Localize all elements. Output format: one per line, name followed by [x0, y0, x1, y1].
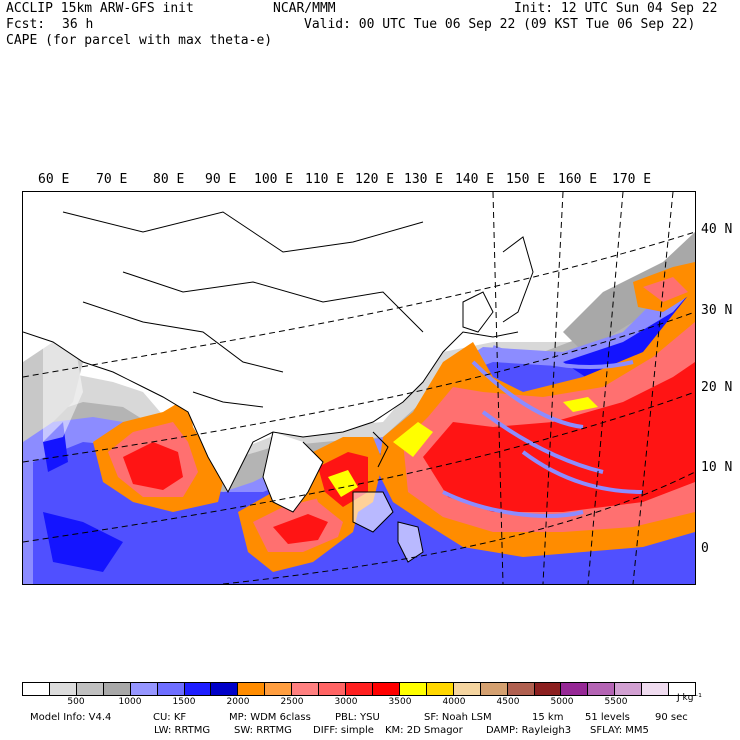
colorbar-swatch	[507, 683, 535, 695]
colorbar-swatch	[130, 683, 158, 695]
colorbar-label: 3500	[388, 697, 412, 707]
km-scheme: KM: 2D Smagor	[385, 725, 463, 736]
map-panel	[22, 191, 696, 585]
colorbar-swatch	[292, 683, 320, 695]
resolution: 15 km	[532, 712, 564, 723]
cape-map	[23, 192, 695, 584]
mp-scheme: MP: WDM 6class	[229, 712, 311, 723]
coastlines	[23, 211, 534, 563]
lon-label: 150 E	[506, 172, 546, 187]
levels: 51 levels	[585, 712, 630, 723]
swirl-bands	[442, 345, 644, 518]
lat-label: 10 N	[701, 460, 733, 475]
graticule	[23, 192, 695, 584]
colorbar-label: 5000	[550, 697, 574, 707]
damp-scheme: DAMP: Rayleigh3	[486, 725, 572, 736]
colorbar-swatch	[184, 683, 212, 695]
colorbar-swatch	[534, 683, 562, 695]
colorbar-swatch	[372, 683, 400, 695]
colorbar-swatch	[49, 683, 77, 695]
colorbar-swatch	[103, 683, 131, 695]
lw-scheme: LW: RRTMG	[154, 725, 211, 736]
lon-label: 170 E	[612, 172, 652, 187]
lon-label: 90 E	[205, 172, 237, 187]
colorbar-swatch	[157, 683, 185, 695]
colorbar-label: 4000	[442, 697, 466, 707]
colorbar-swatch	[669, 683, 696, 695]
colorbar-swatch	[588, 683, 616, 695]
units-label: J kg⁻¹	[677, 693, 702, 703]
colorbar-swatch	[453, 683, 481, 695]
colorbar-swatch	[238, 683, 266, 695]
colorbar-label: 2500	[280, 697, 304, 707]
init-time: Init: 12 UTC Sun 04 Sep 22	[514, 1, 718, 16]
colorbar-label: 1500	[172, 697, 196, 707]
center-label: NCAR/MMM	[273, 1, 336, 16]
lat-label: 0	[701, 541, 709, 556]
colorbar-swatch	[480, 683, 508, 695]
colorbar-label: 3000	[334, 697, 358, 707]
sw-scheme: SW: RRTMG	[234, 725, 292, 736]
colorbar-swatch	[319, 683, 347, 695]
colorbar-label: 500	[67, 697, 85, 707]
colorbar-label: 5500	[604, 697, 628, 707]
lon-label: 100 E	[254, 172, 294, 187]
lon-label: 120 E	[355, 172, 395, 187]
field-name: CAPE (for parcel with max theta-e)	[6, 33, 273, 48]
lon-label: 70 E	[96, 172, 128, 187]
lon-label: 130 E	[404, 172, 444, 187]
timestep: 90 sec	[655, 712, 688, 723]
colorbar-swatch	[399, 683, 427, 695]
fcst-label: Fcst:	[6, 17, 46, 32]
lat-label: 20 N	[701, 380, 733, 395]
cu-scheme: CU: KF	[153, 712, 187, 723]
lat-label: 30 N	[701, 303, 733, 318]
colorbar-swatch	[265, 683, 293, 695]
diff-scheme: DIFF: simple	[313, 725, 374, 736]
valid-time: Valid: 00 UTC Tue 06 Sep 22 (09 KST Tue …	[304, 17, 696, 32]
lat-label: 40 N	[701, 222, 733, 237]
lon-label: 60 E	[38, 172, 70, 187]
colorbar-swatch	[76, 683, 104, 695]
model-info: Model Info: V4.4	[30, 712, 112, 723]
colorbar-swatch	[642, 683, 670, 695]
colorbar-label: 2000	[226, 697, 250, 707]
colorbar-label: 4500	[496, 697, 520, 707]
colorbar-swatch	[426, 683, 454, 695]
colorbar-swatch	[211, 683, 239, 695]
lon-label: 110 E	[305, 172, 345, 187]
colorbar-swatch	[346, 683, 373, 695]
sflay-scheme: SFLAY: MM5	[590, 725, 649, 736]
pbl-scheme: PBL: YSU	[335, 712, 380, 723]
colorbar-swatch	[615, 683, 643, 695]
model-title: ACCLIP 15km ARW-GFS init	[6, 1, 194, 16]
lon-label: 140 E	[455, 172, 495, 187]
lon-label: 80 E	[153, 172, 185, 187]
colorbar-swatch	[561, 683, 589, 695]
fcst-value: 36 h	[62, 17, 94, 32]
colorbar-swatch	[23, 683, 50, 695]
colorbar	[22, 682, 696, 696]
sf-scheme: SF: Noah LSM	[424, 712, 492, 723]
lon-label: 160 E	[558, 172, 598, 187]
colorbar-label: 1000	[118, 697, 142, 707]
